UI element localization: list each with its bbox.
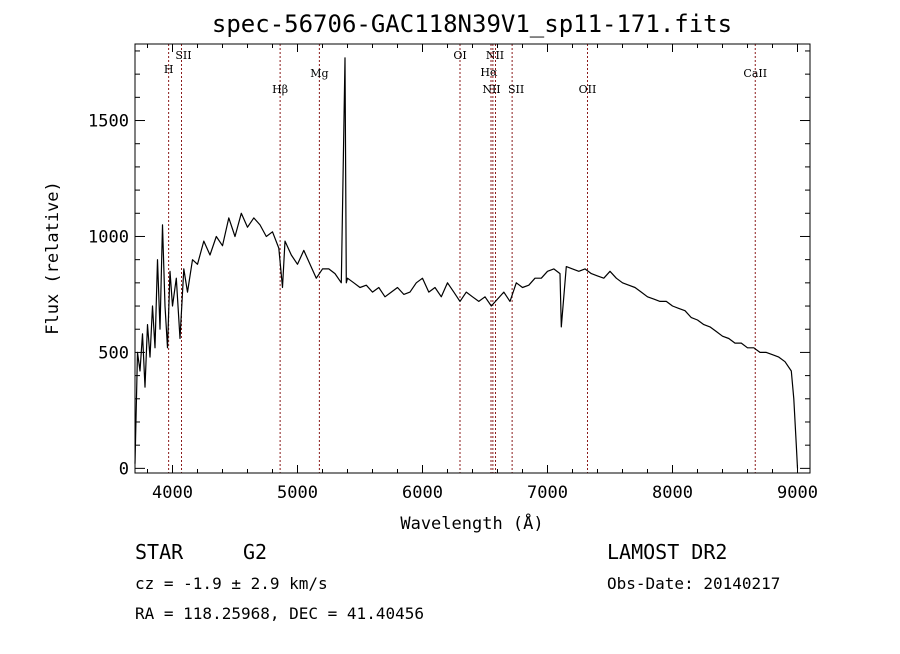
survey-name: LAMOST DR2 <box>607 540 727 564</box>
observation-date: Obs-Date: 20140217 <box>607 574 780 593</box>
spectrum-line <box>134 57 799 469</box>
x-tick-label: 8000 <box>652 483 693 503</box>
object-class: STAR <box>135 540 184 564</box>
x-tick-label: 6000 <box>402 483 443 503</box>
coordinates-text: RA = 118.25968, DEC = 41.40456 <box>135 604 424 623</box>
spectral-line-label: NII <box>482 83 500 96</box>
spectral-line-label: CaII <box>743 67 767 80</box>
y-tick-label: 1000 <box>88 227 129 247</box>
x-tick-label: 7000 <box>527 483 568 503</box>
spectral-line-label: SII <box>508 83 524 96</box>
chart-title: spec-56706-GAC118N39V1_sp11-171.fits <box>212 10 732 38</box>
object-subclass: G2 <box>243 540 267 564</box>
spectral-line-label: Mg <box>310 67 328 80</box>
axis-ticks: 4000 5000 6000 7000 8000 9000 0 500 1000 1500 <box>88 44 818 503</box>
x-axis-label: Wavelength (Å) <box>400 512 543 534</box>
spectral-line-label: H <box>164 63 174 76</box>
y-axis-label: Flux (relative) <box>43 181 63 335</box>
spectral-line-label: OII <box>579 83 597 96</box>
spectral-line-label: NII <box>486 49 504 62</box>
y-tick-label: 0 <box>119 459 129 479</box>
x-tick-label: 9000 <box>777 483 818 503</box>
y-tick-label: 1500 <box>88 112 129 132</box>
y-tick-label: 500 <box>98 343 129 363</box>
spectral-line-label: OI <box>453 49 466 62</box>
redshift-text: cz = -1.9 ± 2.9 km/s <box>135 574 328 593</box>
spectral-line-label: SII <box>175 49 191 62</box>
x-tick-label: 4000 <box>152 483 193 503</box>
spectral-line-label: Hβ <box>272 83 288 96</box>
spectral-line-label: Hα <box>480 66 498 79</box>
plot-frame <box>134 43 811 474</box>
spectrum-series <box>134 57 799 469</box>
x-tick-label: 5000 <box>277 483 318 503</box>
